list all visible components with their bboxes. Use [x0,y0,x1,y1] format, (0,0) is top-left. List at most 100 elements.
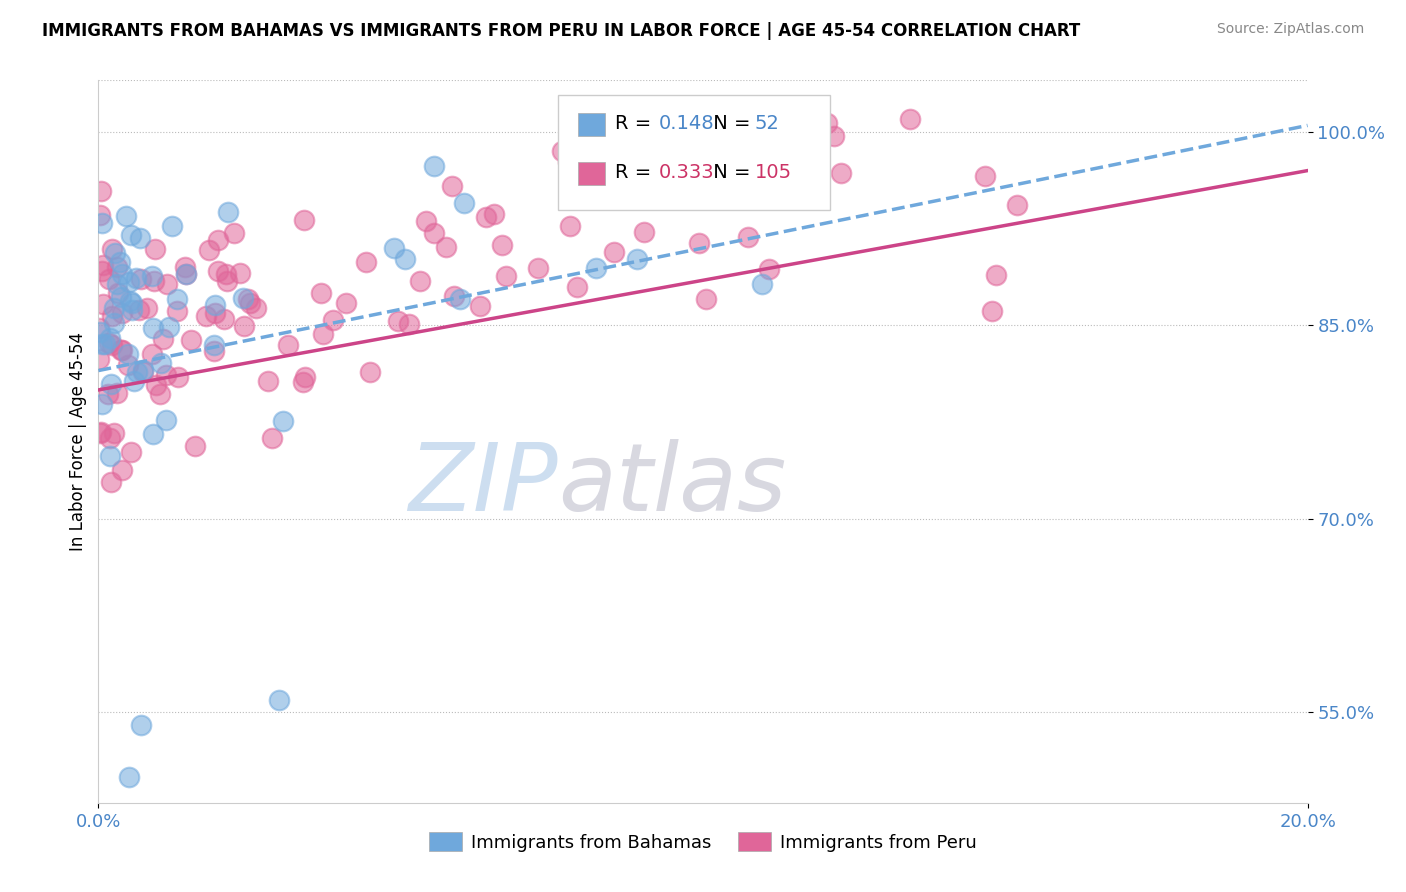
Point [359,365,381,379]
Point [232,291,254,305]
Point [132,363,155,377]
Bar [578,112,605,136]
Point [90,264,112,278]
Point [100,376,122,391]
Point [90,185,112,199]
Point [101,338,124,352]
Point [105,260,128,275]
Point [449,292,471,306]
Point [90,425,112,439]
Point [120,227,142,242]
Point [204,298,226,312]
Point [292,375,315,389]
Point [422,160,444,174]
Point [97,272,120,286]
Point [135,301,157,315]
Point [176,267,198,281]
Point [110,290,132,304]
Point [105,277,128,291]
Point [101,310,124,324]
Point [152,332,174,346]
Point [626,252,648,266]
Point [142,274,165,288]
Point [160,219,183,234]
Point [121,295,143,310]
Point [141,268,163,283]
Point [157,320,180,334]
Point [98,432,121,446]
Point [415,214,437,228]
Point [758,262,780,277]
Point [228,266,250,280]
Point [830,165,852,179]
Point [103,316,125,330]
Point [633,226,655,240]
Point [91,297,114,311]
Point [103,301,125,315]
Point [356,255,378,269]
Text: R =: R = [614,163,657,182]
Point [603,245,626,260]
Point [394,252,416,267]
Point [222,226,245,240]
Point [751,277,773,292]
Point [491,238,513,252]
Point [166,303,188,318]
Point [128,231,150,245]
Point [815,116,838,130]
Point [620,165,643,179]
Point [143,242,166,256]
Point [434,240,457,254]
Y-axis label: In Labor Force | Age 45-54: In Labor Force | Age 45-54 [69,332,87,551]
Point [239,295,262,310]
Point [527,260,550,275]
Point [277,337,299,351]
Point [118,770,141,784]
Text: 0.148: 0.148 [658,114,714,133]
Point [132,365,155,379]
Point [482,207,505,221]
Text: 0.333: 0.333 [658,163,714,182]
Point [142,321,165,335]
Point [155,413,177,427]
Point [156,277,179,291]
Point [129,272,152,286]
Point [495,269,517,284]
Point [1005,198,1028,212]
Point [145,378,167,392]
Point [110,343,132,357]
Point [551,144,574,158]
Point [97,387,120,401]
Point [443,289,465,303]
Point [91,259,114,273]
Text: 52: 52 [755,114,780,133]
Point [176,267,198,281]
Point [117,347,139,361]
Point [89,325,111,339]
Point [107,285,129,300]
Point [207,264,229,278]
Point [202,344,225,359]
Text: R =: R = [614,114,657,133]
Point [382,241,405,255]
Point [984,268,1007,282]
Point [174,260,197,274]
Point [110,254,132,268]
Point [118,275,141,289]
Point [155,368,177,383]
Point [322,313,344,327]
Text: ZIP: ZIP [408,440,558,531]
Point [215,267,238,281]
Point [422,226,444,240]
Point [245,301,267,316]
Point [141,347,163,361]
Point [90,397,112,411]
Point [89,426,111,441]
Point [309,286,332,301]
Point [89,207,111,221]
Point [557,154,579,169]
Bar [578,162,605,185]
Point [129,718,152,732]
Point [387,313,409,327]
Point [118,293,141,308]
